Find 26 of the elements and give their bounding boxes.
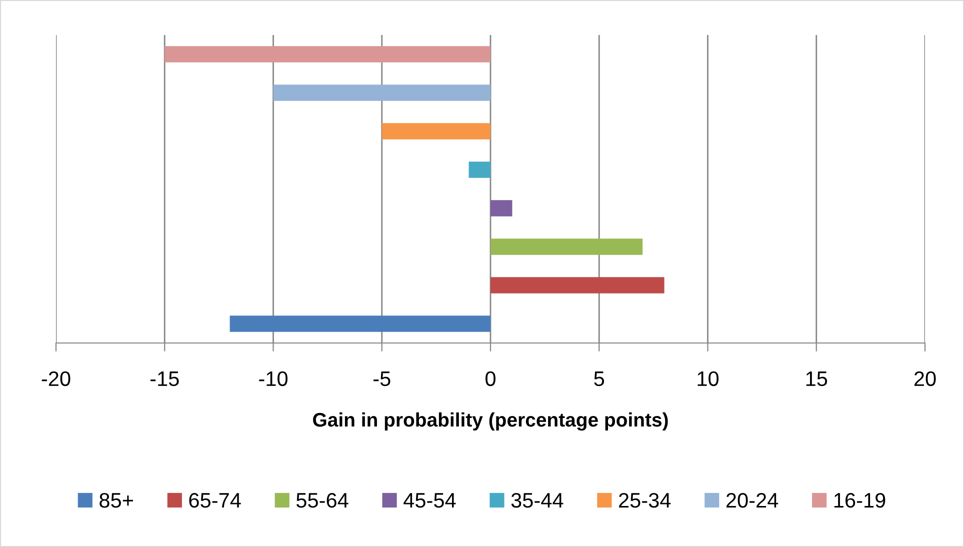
x-tick-label: 15 [806, 372, 828, 386]
bar [164, 46, 490, 62]
bar [490, 200, 512, 216]
bar [490, 238, 643, 255]
legend-label: 35-44 [511, 492, 564, 508]
x-tick-label: -5 [374, 372, 390, 386]
legend-label: 45-54 [404, 493, 456, 508]
legend-label: 65-74 [189, 492, 241, 508]
x-axis-title: Gain in probability (percentage points) [313, 412, 668, 431]
legend-label: 20-24 [726, 492, 778, 508]
bar [468, 162, 490, 178]
x-tick-label: 10 [698, 371, 719, 386]
x-tick-label: 0 [486, 371, 496, 386]
bar [230, 316, 490, 332]
x-tick-label: -15 [150, 372, 179, 386]
legend-label: 85+ [100, 492, 134, 508]
bar [382, 123, 490, 140]
x-tick-label: 20 [914, 371, 936, 386]
bar [273, 84, 490, 101]
x-tick-label: -10 [259, 371, 288, 386]
x-tick-label: 5 [594, 372, 604, 386]
x-tick-label: -20 [42, 371, 70, 386]
legend-label: 55-64 [296, 492, 348, 508]
legend-label: 25-34 [619, 492, 671, 508]
legend-label: 16-19 [834, 492, 886, 508]
bar [490, 277, 664, 294]
